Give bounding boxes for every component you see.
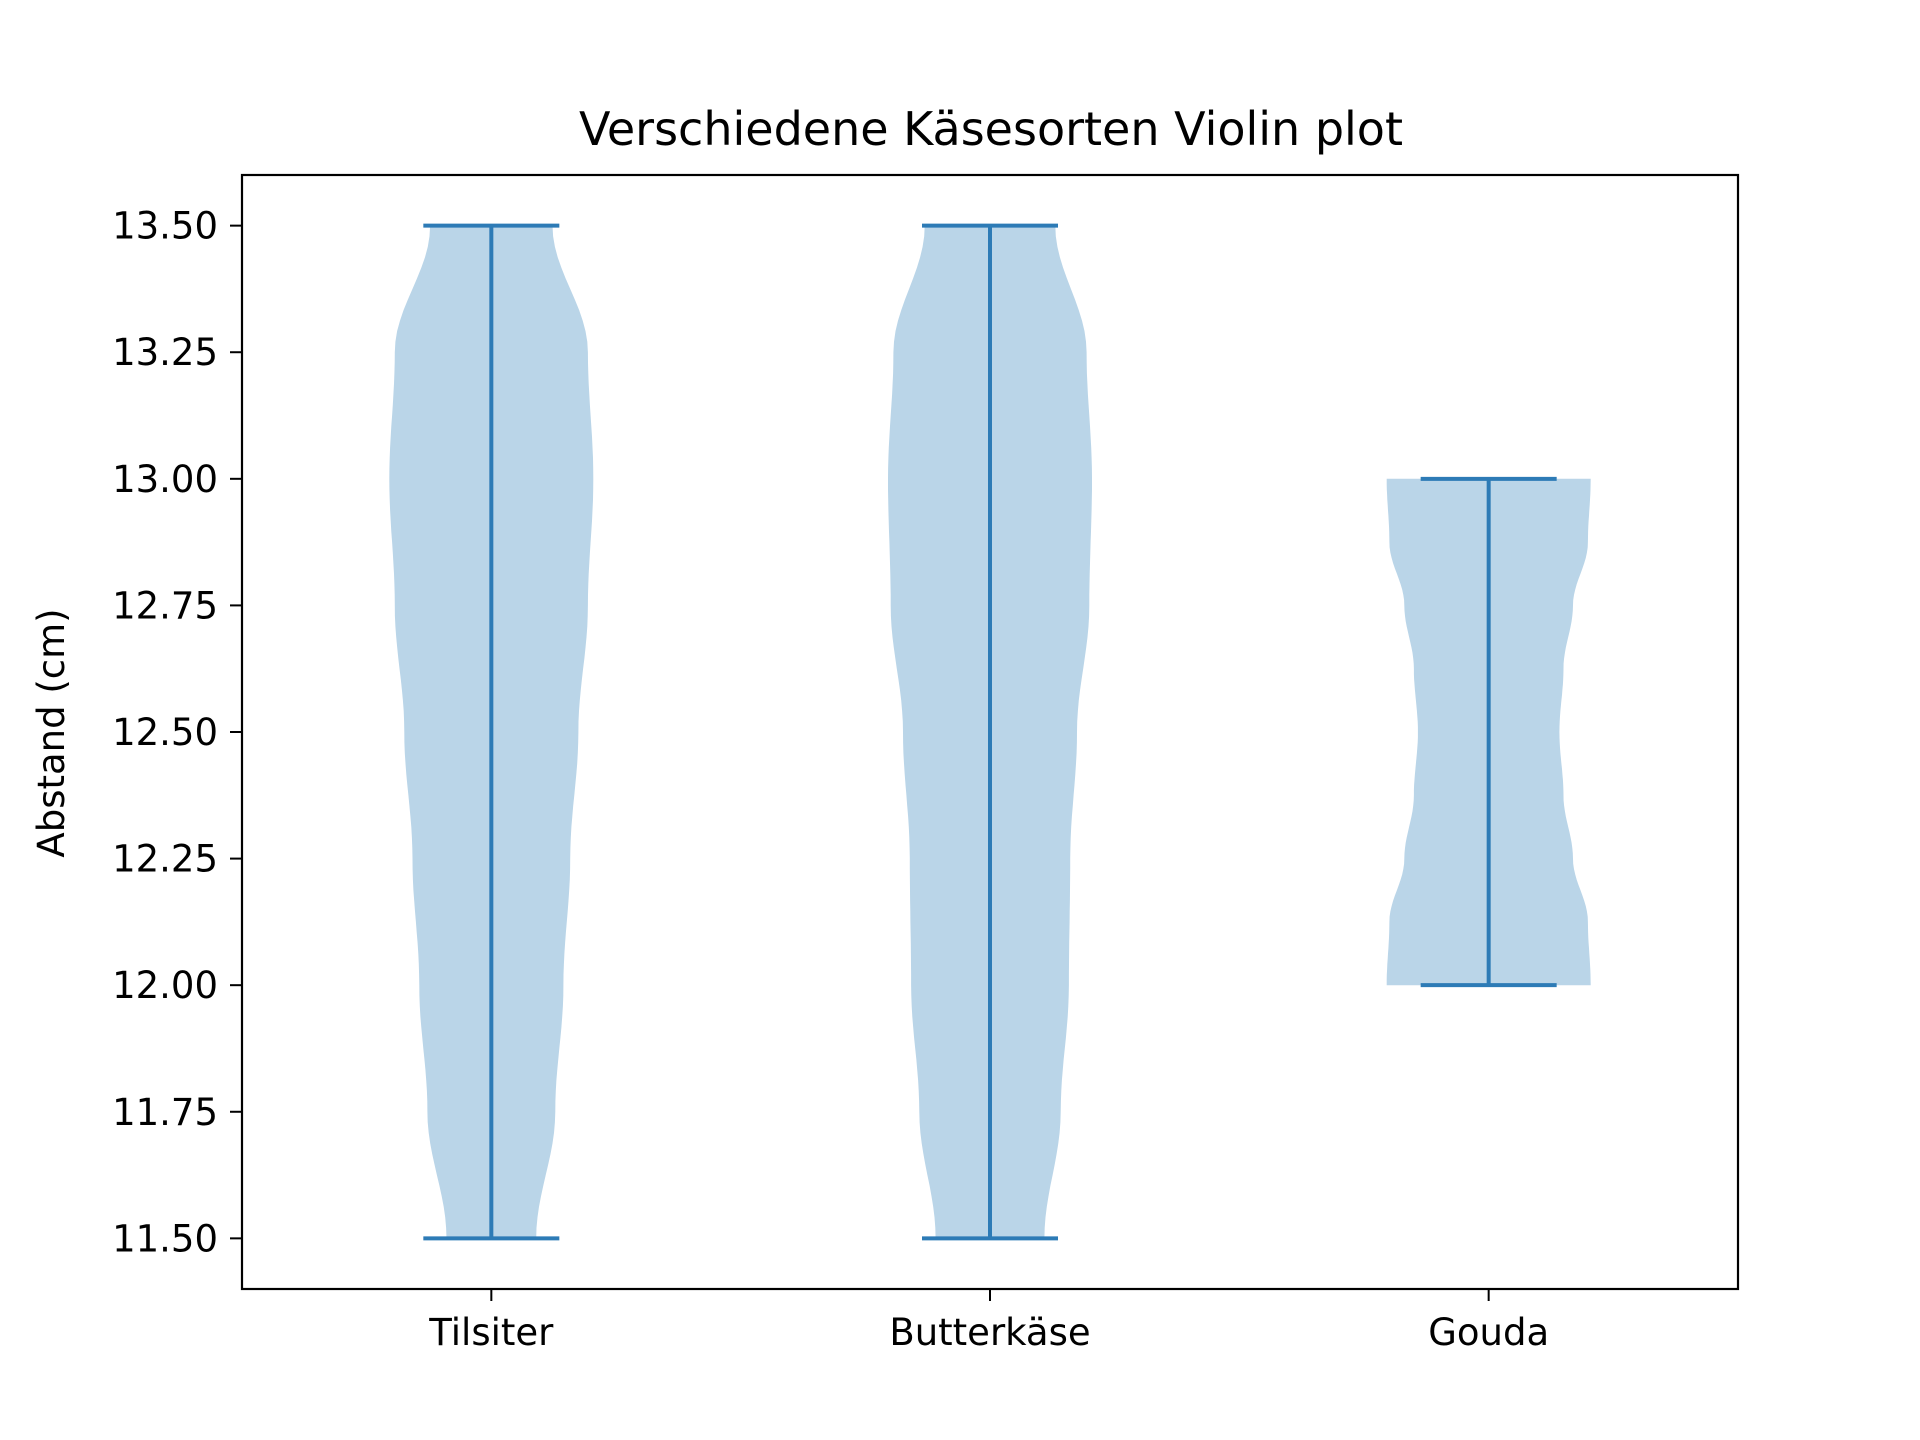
x-tick-label-2: Gouda — [1428, 1311, 1549, 1354]
y-tick-label-3: 12.25 — [112, 838, 218, 881]
chart-title: Verschiedene Käsesorten Violin plot — [579, 102, 1403, 156]
plot-frame — [240, 173, 1740, 1291]
violin-extrema-lines — [423, 223, 1557, 1241]
x-tick-label-1: Butterkäse — [889, 1311, 1090, 1354]
y-tick-label-7: 13.25 — [112, 331, 218, 374]
y-tick-label-6: 13.00 — [112, 458, 218, 501]
y-axis-label: Abstand (cm) — [30, 608, 73, 857]
x-axis-ticks: Tilsiter Butterkäse Gouda — [428, 1289, 1549, 1354]
y-tick-label-5: 12.75 — [112, 584, 218, 627]
y-tick-label-0: 11.50 — [112, 1217, 218, 1260]
y-tick-label-1: 11.75 — [112, 1091, 218, 1134]
y-tick-label-8: 13.50 — [112, 205, 218, 248]
y-axis-ticks: 11.50 11.75 12.00 12.25 12.50 12.75 13.00 13.25… — [112, 205, 242, 1260]
y-tick-label-2: 12.00 — [112, 964, 218, 1007]
x-tick-label-0: Tilsiter — [428, 1311, 554, 1354]
y-tick-label-4: 12.50 — [112, 711, 218, 754]
